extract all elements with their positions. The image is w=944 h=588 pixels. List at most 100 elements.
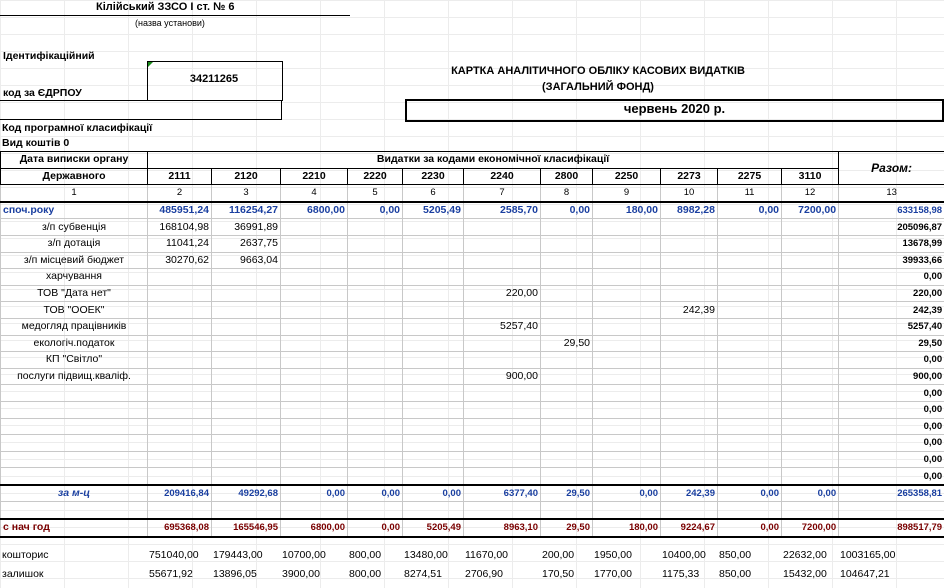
value-cell[interactable] [147,268,212,286]
footer-value[interactable]: 800,00 [349,548,382,561]
edrpou-value[interactable]: 34211265 [189,73,239,85]
row-label[interactable]: споч.року [0,200,148,220]
value-cell[interactable]: 6800,00 [280,518,348,538]
value-cell[interactable] [780,317,840,336]
value-cell[interactable]: 0,00 [780,483,840,503]
value-cell[interactable] [463,400,541,419]
value-cell[interactable] [347,417,403,436]
value-cell[interactable]: 0,00 [717,200,782,220]
empty-cell[interactable] [211,501,281,520]
value-cell[interactable] [717,234,782,253]
empty-cell[interactable] [717,501,782,520]
value-cell[interactable] [347,268,403,286]
value-cell[interactable] [717,268,782,286]
total-cell[interactable]: 242,39 [838,301,944,319]
total-cell[interactable]: 0,00 [838,268,944,286]
value-cell[interactable] [280,218,348,236]
value-cell[interactable] [717,351,782,369]
value-cell[interactable] [280,467,348,486]
value-cell[interactable] [280,268,348,286]
value-cell[interactable] [211,317,281,336]
value-cell[interactable]: 900,00 [463,367,541,386]
value-cell[interactable] [347,351,403,369]
value-cell[interactable] [463,334,541,353]
value-cell[interactable]: 8982,28 [660,200,718,220]
row-label[interactable]: з/п субвенція [0,218,148,236]
value-cell[interactable] [780,268,840,286]
value-cell[interactable] [402,301,464,319]
value-cell[interactable] [211,434,281,452]
code-header[interactable]: 2275 [717,167,782,186]
value-cell[interactable] [717,450,782,469]
footer-value[interactable]: 170,50 [542,567,575,580]
value-cell[interactable] [347,251,403,270]
col-header-date[interactable]: Дата виписки органу [0,151,148,169]
value-cell[interactable] [592,351,661,369]
column-number[interactable]: 3 [211,184,281,203]
value-cell[interactable] [592,234,661,253]
code-header[interactable]: 2111 [147,167,212,186]
row-label[interactable]: ТОВ "Дата нет" [0,284,148,303]
col-header-group[interactable]: Видатки за кодами економічної класифікац… [146,151,840,169]
value-cell[interactable] [402,218,464,236]
footer-value[interactable]: 2706,90 [465,567,503,580]
value-cell[interactable] [540,284,593,303]
row-label[interactable]: з/п дотація [0,234,148,253]
row-label[interactable] [0,434,148,452]
value-cell[interactable]: 0,00 [280,483,348,503]
value-cell[interactable]: 7200,00 [780,518,840,538]
value-cell[interactable] [540,417,593,436]
total-cell[interactable]: 0,00 [838,351,944,369]
value-cell[interactable]: 0,00 [347,200,403,220]
value-cell[interactable] [660,467,718,486]
value-cell[interactable] [402,450,464,469]
value-cell[interactable] [780,384,840,402]
value-cell[interactable] [463,218,541,236]
value-cell[interactable] [717,251,782,270]
empty-cell[interactable] [540,501,593,520]
value-cell[interactable] [717,218,782,236]
value-cell[interactable] [280,284,348,303]
total-cell[interactable]: 205096,87 [838,218,944,236]
value-cell[interactable] [402,400,464,419]
value-cell[interactable] [402,467,464,486]
total-cell[interactable]: 0,00 [838,467,944,486]
code-header[interactable]: 3110 [780,167,840,186]
code-header[interactable]: 2240 [463,167,541,186]
value-cell[interactable] [717,467,782,486]
value-cell[interactable] [540,384,593,402]
value-cell[interactable] [717,317,782,336]
value-cell[interactable] [660,384,718,402]
value-cell[interactable]: 2585,70 [463,200,541,220]
value-cell[interactable] [280,334,348,353]
code-header[interactable]: 2220 [347,167,403,186]
value-cell[interactable] [592,467,661,486]
value-cell[interactable] [347,334,403,353]
value-cell[interactable]: 9224,67 [660,518,718,538]
empty-cell[interactable] [660,501,718,520]
value-cell[interactable] [147,334,212,353]
value-cell[interactable]: 7200,00 [780,200,840,220]
code-header[interactable]: 2120 [211,167,281,186]
value-cell[interactable] [540,367,593,386]
code-header[interactable]: 2250 [592,167,661,186]
value-cell[interactable] [717,334,782,353]
value-cell[interactable] [347,317,403,336]
value-cell[interactable] [780,351,840,369]
value-cell[interactable] [660,351,718,369]
total-cell[interactable]: 13678,99 [838,234,944,253]
row-label[interactable] [0,417,148,436]
footer-value[interactable]: 1175,33 [662,567,700,580]
value-cell[interactable] [280,317,348,336]
value-cell[interactable] [280,450,348,469]
value-cell[interactable] [147,384,212,402]
value-cell[interactable] [660,251,718,270]
value-cell[interactable] [402,351,464,369]
value-cell[interactable] [540,351,593,369]
column-number[interactable]: 6 [402,184,464,203]
value-cell[interactable] [660,367,718,386]
value-cell[interactable]: 5205,49 [402,518,464,538]
value-cell[interactable] [211,384,281,402]
footer-value[interactable]: 3900,00 [282,567,320,580]
value-cell[interactable]: 11041,24 [147,234,212,253]
